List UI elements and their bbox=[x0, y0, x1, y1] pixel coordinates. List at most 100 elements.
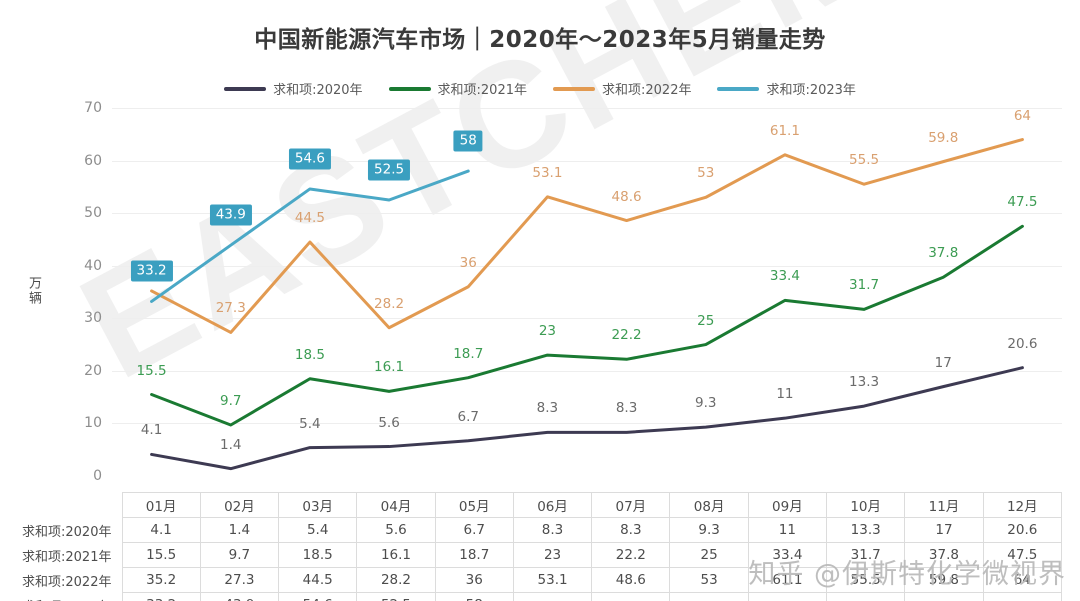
y-axis-tick-label: 60 bbox=[84, 152, 102, 169]
table-cell bbox=[512, 592, 593, 601]
table-cell: 54.6 bbox=[278, 592, 358, 601]
table-cell bbox=[591, 592, 671, 601]
table-cell: 44.5 bbox=[278, 567, 358, 593]
y-axis-tick-label: 70 bbox=[84, 100, 102, 116]
table-column-header: 12月 bbox=[982, 492, 1063, 518]
table-cell bbox=[747, 592, 828, 601]
table-cell: 9.7 bbox=[199, 542, 280, 568]
series-line-2 bbox=[150, 138, 1024, 334]
table-cell: 9.3 bbox=[669, 517, 749, 543]
y-axis-tick-label: 30 bbox=[84, 310, 102, 327]
chart-lines bbox=[150, 138, 1024, 471]
table-cell: 23 bbox=[512, 542, 593, 568]
legend-item-label: 求和项:2020年 bbox=[273, 83, 363, 98]
table-cell: 8.3 bbox=[512, 517, 593, 543]
legend-line-icon bbox=[388, 86, 431, 91]
table-cell: 53 bbox=[669, 567, 749, 593]
table-cell: 48.6 bbox=[591, 567, 671, 593]
table-body: 求和项:2020年 4.1 1.4 5.4 5.6 6.7 8.3 8.3 9.3 11 13.3 1… bbox=[18, 517, 1063, 601]
table-cell: 18.5 bbox=[278, 542, 358, 568]
table-column-header: 04月 bbox=[356, 492, 436, 518]
table-cell: 20.6 bbox=[982, 517, 1063, 543]
series-line-0 bbox=[150, 366, 1024, 471]
table-cell: 5.6 bbox=[356, 517, 436, 543]
table-cell: 17 bbox=[904, 517, 984, 543]
chart-legend: 求和项:2020年 求和项:2021年 求和项:2022年 求和项:2023年 bbox=[0, 79, 1080, 98]
gridline bbox=[112, 318, 1062, 320]
y-axis-tick-label: 40 bbox=[84, 257, 102, 274]
table-row-header: 求和项:2022年 bbox=[18, 567, 123, 593]
plot-area: 万辆 0 10 20 30 40 50 60 70 4.1 1.4 5.4 5.6 6.7 8.3 8.3… bbox=[0, 100, 1080, 492]
legend-item-2[interactable]: 求和项:2022年 bbox=[553, 79, 691, 98]
table-column-header: 05月 bbox=[434, 492, 514, 518]
table-cell: 1.4 bbox=[199, 517, 280, 543]
table-column-header: 06月 bbox=[512, 492, 593, 518]
table-cell bbox=[669, 592, 749, 601]
table-header-row: 01月 02月 03月 04月 05月 06月 07月 08月 09月 10月 11月 12月 bbox=[18, 492, 1063, 518]
table-cell bbox=[982, 592, 1063, 601]
table-column-header: 07月 bbox=[591, 492, 671, 518]
y-axis-title: 万辆 bbox=[26, 276, 41, 306]
table-row-header: 求和项:2021年 bbox=[18, 542, 123, 568]
table-column-header: 11月 bbox=[904, 492, 984, 518]
table-cell: 8.3 bbox=[591, 517, 671, 543]
table-cell: 11 bbox=[747, 517, 828, 543]
data-table: 01月 02月 03月 04月 05月 06月 07月 08月 09月 10月 11月 12月 求和项… bbox=[18, 492, 1063, 601]
table-cell: 31.7 bbox=[826, 542, 906, 568]
table-cell: 5.4 bbox=[278, 517, 358, 543]
table-row-header: 求和项:2020年 bbox=[18, 517, 123, 543]
table-cell: 16.1 bbox=[356, 542, 436, 568]
series-line-1 bbox=[150, 224, 1024, 427]
table-column-header: 10月 bbox=[826, 492, 906, 518]
y-axis-tick-label: 0 bbox=[93, 468, 102, 484]
table-cell: 53.1 bbox=[512, 567, 593, 593]
table-cell: 58 bbox=[434, 592, 514, 601]
table-row-header: 求和项:2023年 bbox=[18, 592, 123, 601]
table-cell: 59.8 bbox=[904, 567, 984, 593]
table-cell: 47.5 bbox=[982, 542, 1063, 568]
table-column-header: 09月 bbox=[747, 492, 828, 518]
table-column-header: 01月 bbox=[121, 492, 201, 518]
table-cell: 43.9 bbox=[199, 592, 280, 601]
table-cell: 33.2 bbox=[121, 592, 201, 601]
table-cell: 64 bbox=[982, 567, 1063, 593]
legend-item-0[interactable]: 求和项:2020年 bbox=[224, 79, 363, 98]
y-axis-tick-label: 10 bbox=[84, 415, 102, 432]
gridline bbox=[112, 265, 1062, 267]
table-row: 求和项:2023年33.243.954.652.558 bbox=[18, 592, 1063, 601]
table-cell bbox=[826, 592, 906, 601]
table-row: 求和项:2020年 4.1 1.4 5.4 5.6 6.7 8.3 8.3 9.3 11 13.3 1… bbox=[18, 517, 1063, 543]
legend-item-1[interactable]: 求和项:2021年 bbox=[388, 79, 527, 98]
table-column-header: 02月 bbox=[199, 492, 280, 518]
table-cell: 35.2 bbox=[121, 567, 201, 593]
table-cell: 33.4 bbox=[747, 542, 828, 568]
table-cell: 22.2 bbox=[591, 542, 671, 568]
table-cell: 13.3 bbox=[826, 517, 906, 543]
page-title: 中国新能源汽车市场｜2020年～2023年5月销量走势 bbox=[254, 27, 826, 53]
legend-item-label: 求和项:2023年 bbox=[766, 83, 856, 98]
table-head: 01月 02月 03月 04月 05月 06月 07月 08月 09月 10月 11月 12月 bbox=[18, 492, 1063, 518]
y-axis-tick-label: 20 bbox=[84, 362, 102, 379]
table-cell bbox=[904, 592, 984, 601]
legend-line-icon bbox=[717, 86, 760, 91]
legend-line-icon bbox=[224, 86, 267, 91]
table-cell: 36 bbox=[434, 567, 514, 593]
table-cell: 37.8 bbox=[904, 542, 984, 568]
table-cell: 61.1 bbox=[747, 567, 828, 593]
table-cell: 52.5 bbox=[356, 592, 436, 601]
y-axis-tick-label: 50 bbox=[84, 205, 102, 222]
table-corner-cell bbox=[18, 493, 122, 518]
legend-item-label: 求和项:2021年 bbox=[437, 83, 527, 98]
table-row: 求和项:2022年 35.2 27.3 44.5 28.2 36 53.1 48.6 53 61.… bbox=[18, 567, 1063, 593]
gridline bbox=[112, 108, 1062, 109]
table-column-header: 08月 bbox=[669, 492, 749, 518]
table-cell: 18.7 bbox=[434, 542, 514, 568]
gridline bbox=[112, 370, 1062, 372]
legend-item-3[interactable]: 求和项:2023年 bbox=[717, 79, 856, 98]
legend-line-icon bbox=[553, 86, 595, 91]
table-cell: 4.1 bbox=[121, 517, 201, 543]
gridline bbox=[112, 160, 1062, 162]
table-cell: 25 bbox=[669, 542, 749, 568]
gridline bbox=[112, 423, 1062, 425]
